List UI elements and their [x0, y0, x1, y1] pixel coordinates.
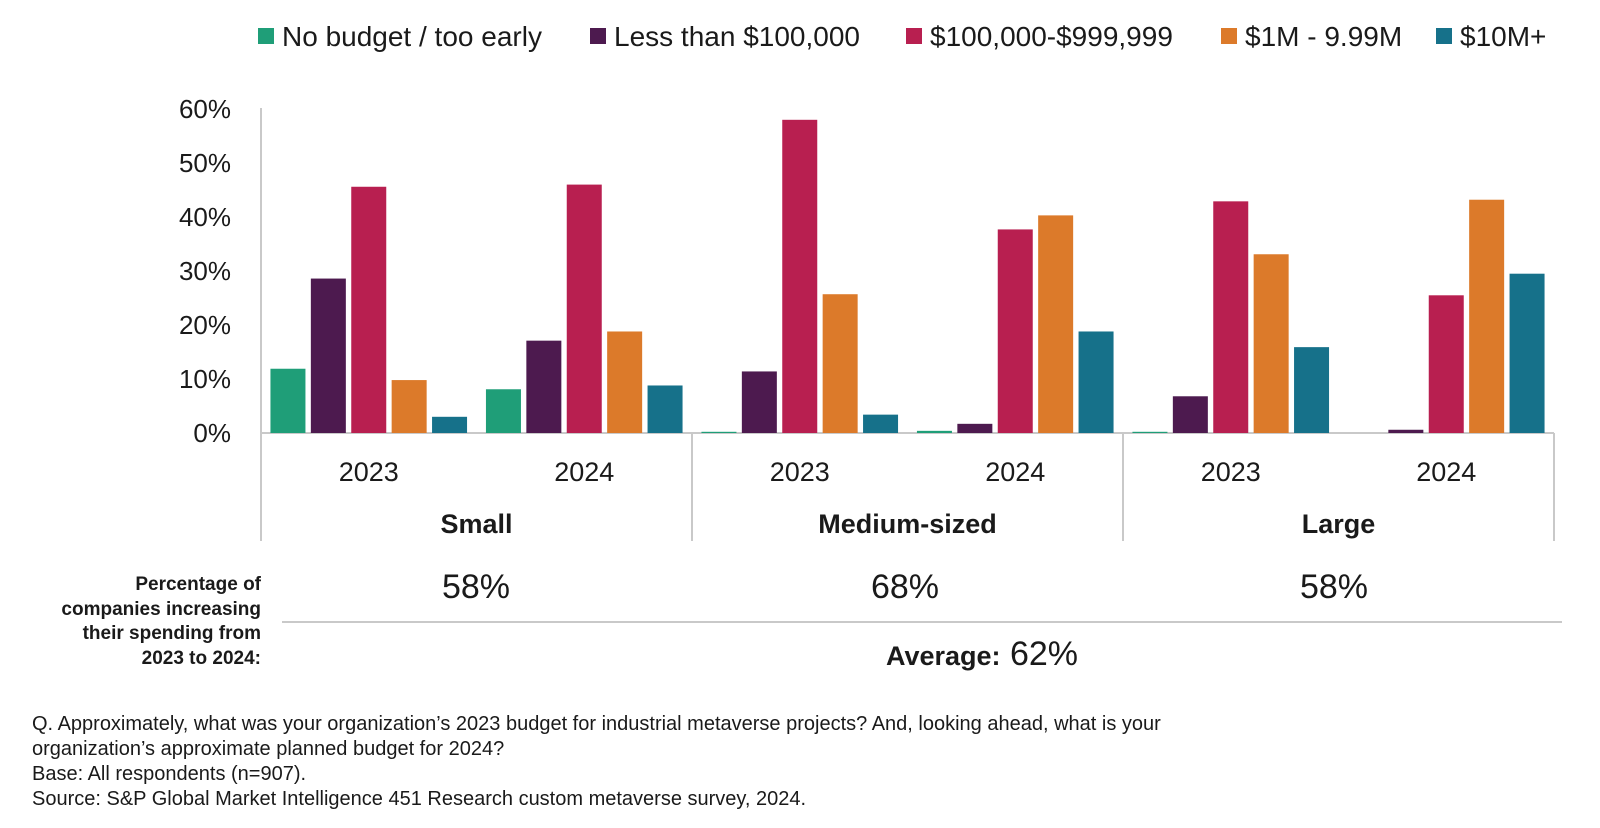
y-tick-label: 0% — [193, 418, 231, 448]
bar-medium-sized-2024-no-budget-too-early — [916, 430, 952, 433]
bar-large-2023-1m-9-99m — [1253, 254, 1289, 433]
footnote-base: Base: All respondents (n=907). — [32, 763, 307, 785]
y-tick-label: 50% — [179, 148, 231, 178]
bar-large-2024-100-000-999-999 — [1428, 295, 1464, 433]
legend-label-10m: $10M+ — [1460, 21, 1546, 52]
bar-medium-sized-2023-no-budget-too-early — [701, 431, 737, 433]
x-year-label: 2023 — [1201, 457, 1261, 487]
bar-large-2023-no-budget-too-early — [1132, 431, 1168, 433]
x-year-label: 2023 — [770, 457, 830, 487]
footnote-question: Q. Approximately, what was your organiza… — [32, 713, 1161, 735]
bar-small-2023-no-budget-too-early — [270, 368, 306, 433]
increase-large-value: 58% — [1299, 568, 1369, 606]
bar-small-2024-no-budget-too-early — [485, 389, 521, 433]
bar-small-2024-100-000-999-999 — [566, 184, 602, 433]
bar-medium-sized-2024-1m-9-99m — [1038, 215, 1074, 433]
y-tick-label: 10% — [179, 364, 231, 394]
bar-medium-sized-2023-1m-9-99m — [822, 294, 858, 433]
footnote-question: organization’s approximate planned budge… — [32, 738, 505, 760]
bar-small-2024-10m — [647, 385, 683, 433]
bar-large-2024-10m — [1509, 273, 1545, 433]
footnote: Q. Approximately, what was your organiza… — [32, 712, 1432, 812]
increase-title-line: Percentage of — [135, 574, 261, 595]
bar-small-2023-less-than-100-000 — [310, 278, 346, 433]
y-tick-label: 30% — [179, 256, 231, 286]
x-year-label: 2024 — [985, 457, 1045, 487]
average-divider — [282, 621, 1562, 623]
bar-large-2023-100-000-999-999 — [1213, 201, 1249, 433]
legend-swatch-1m-9-99m — [1221, 28, 1237, 44]
group-label-small: Small — [440, 509, 512, 539]
bar-medium-sized-2024-less-than-100-000 — [957, 423, 993, 433]
legend-swatch-100-000-999-999 — [906, 28, 922, 44]
legend-label-100-000-999-999: $100,000-$999,999 — [930, 21, 1173, 52]
legend-swatch-10m — [1436, 28, 1452, 44]
increase-title-line: their spending from — [82, 623, 261, 644]
bar-small-2024-less-than-100-000 — [526, 340, 562, 433]
increase-title: Percentage of companies increasing their… — [0, 573, 261, 671]
group-label-large: Large — [1302, 509, 1376, 539]
bar-medium-sized-2024-100-000-999-999 — [997, 229, 1033, 433]
bar-medium-sized-2024-10m — [1078, 331, 1114, 433]
bar-medium-sized-2023-100-000-999-999 — [782, 119, 818, 434]
group-label-medium-sized: Medium-sized — [818, 509, 997, 539]
legend-swatch-less-than-100-000 — [590, 28, 606, 44]
legend-label-no-budget-too-early: No budget / too early — [282, 21, 542, 52]
bar-large-2024-less-than-100-000 — [1388, 429, 1424, 433]
y-tick-label: 60% — [179, 94, 231, 124]
y-tick-label: 20% — [179, 310, 231, 340]
footnote-source: Source: S&P Global Market Intelligence 4… — [32, 788, 807, 810]
bar-large-2024-1m-9-99m — [1469, 199, 1505, 433]
bar-small-2023-100-000-999-999 — [351, 186, 387, 433]
increase-medium-value: 68% — [870, 568, 940, 606]
average-value: 62% — [1009, 635, 1079, 673]
bar-small-2023-10m — [432, 416, 468, 433]
x-year-label: 2024 — [554, 457, 614, 487]
legend-label-less-than-100-000: Less than $100,000 — [614, 21, 860, 52]
bar-medium-sized-2023-less-than-100-000 — [741, 371, 777, 433]
x-year-label: 2024 — [1416, 457, 1476, 487]
legend-label-1m-9-99m: $1M - 9.99M — [1245, 21, 1402, 52]
x-year-label: 2023 — [339, 457, 399, 487]
y-tick-label: 40% — [179, 202, 231, 232]
bar-small-2023-1m-9-99m — [391, 380, 427, 433]
bar-large-2023-10m — [1294, 347, 1330, 433]
bar-medium-sized-2023-10m — [863, 414, 899, 433]
budget-bar-chart: No budget / too early Less than $100,000 $… — [179, 21, 1555, 541]
increase-title-line: 2023 to 2024: — [141, 647, 261, 669]
increase-small-value: 58% — [441, 568, 511, 606]
average-label: Average: — [885, 641, 1001, 671]
increase-title-line: companies increasing — [61, 598, 261, 620]
average-row: Average: 62% — [682, 635, 1282, 674]
bar-large-2023-less-than-100-000 — [1172, 396, 1208, 433]
legend-swatch-no-budget-too-early — [258, 28, 274, 44]
bar-small-2024-1m-9-99m — [607, 331, 643, 433]
